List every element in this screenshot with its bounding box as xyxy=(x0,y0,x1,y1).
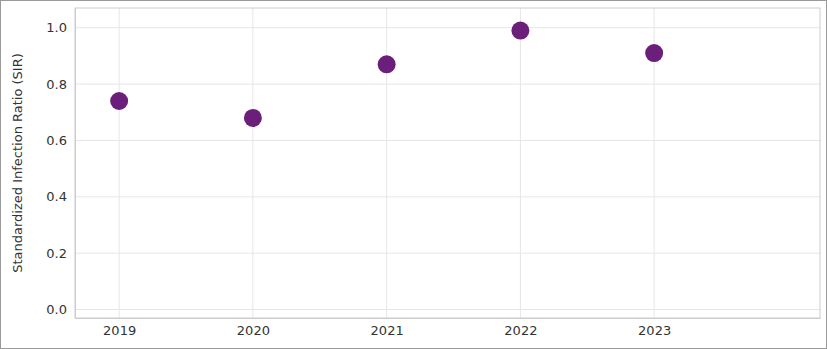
x-tick-label: 2021 xyxy=(371,323,404,338)
y-tick-label: 0.8 xyxy=(46,77,67,92)
y-tick-label: 0.6 xyxy=(46,133,67,148)
picture-border xyxy=(1,1,827,349)
y-tick: 0.0 xyxy=(46,302,75,317)
point xyxy=(110,92,128,110)
x-tick-label: 2023 xyxy=(638,323,671,338)
x-tick-label: 2022 xyxy=(504,323,537,338)
x-tick-label: 2019 xyxy=(103,323,136,338)
y-grid-line xyxy=(75,253,820,254)
y-grid-line xyxy=(75,27,820,28)
grid xyxy=(75,8,820,318)
x-tick: 2020 xyxy=(237,318,270,338)
plot: 0.0 0.2 0.4 0.6 0.8 1.0 2019 2020 2021 2022 2023 xyxy=(46,8,820,338)
point xyxy=(378,55,396,73)
x-grid-line xyxy=(252,8,253,318)
plot-frame xyxy=(75,8,820,318)
chart: 0.0 0.2 0.4 0.6 0.8 1.0 2019 2020 2021 2022 2023 St… xyxy=(0,0,827,349)
x-tick: 2022 xyxy=(504,318,537,338)
x-tick-label: 2020 xyxy=(237,323,270,338)
y-tick-label: 0.4 xyxy=(46,189,67,204)
point xyxy=(645,44,663,62)
x-grid-line xyxy=(386,8,387,318)
x-tick: 2019 xyxy=(103,318,136,338)
y-tick: 0.2 xyxy=(46,246,75,261)
y-tick-label: 0.2 xyxy=(46,246,67,261)
y-tick: 1.0 xyxy=(46,20,75,35)
point xyxy=(244,109,262,127)
y-tick: 0.6 xyxy=(46,133,75,148)
y-tick-label: 0.0 xyxy=(46,302,67,317)
x-tick: 2021 xyxy=(371,318,404,338)
y-grid-line xyxy=(75,84,820,85)
y-axis: 0.0 0.2 0.4 0.6 0.8 1.0 xyxy=(46,9,75,319)
y-grid-line xyxy=(75,196,820,197)
x-tick: 2023 xyxy=(638,318,671,338)
point xyxy=(511,22,529,40)
y-axis-title: Standardized Infection Ratio (SIR) xyxy=(10,53,25,273)
y-grid-line xyxy=(75,140,820,141)
y-grid-line xyxy=(75,309,820,310)
points xyxy=(110,22,663,127)
x-axis: 2019 2020 2021 2022 2023 xyxy=(76,318,821,338)
y-tick-label: 1.0 xyxy=(46,20,67,35)
y-tick: 0.8 xyxy=(46,77,75,92)
x-grid-line xyxy=(520,8,521,318)
x-grid-line xyxy=(119,8,120,318)
y-tick: 0.4 xyxy=(46,189,75,204)
